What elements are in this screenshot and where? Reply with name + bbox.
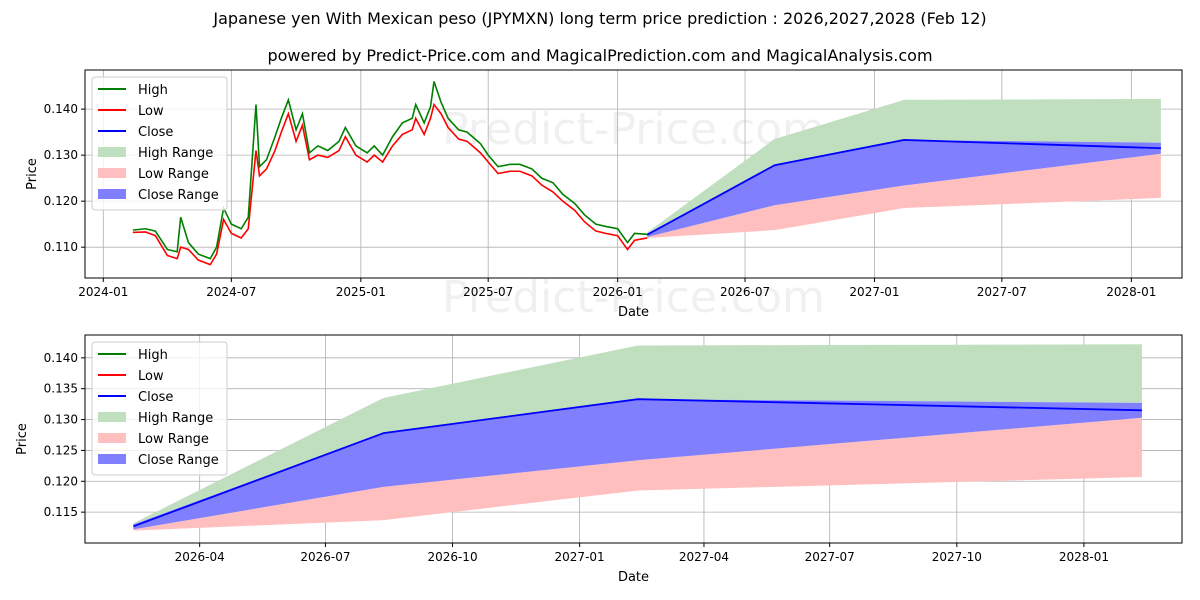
x-tick-label: 2025-07 — [463, 285, 513, 299]
plot-area — [132, 81, 1161, 266]
watermark: Predict-Price.com — [442, 272, 825, 323]
x-tick-label: 2027-01 — [849, 285, 899, 299]
legend-swatch-low-range — [98, 168, 126, 178]
y-tick-label: 0.130 — [44, 413, 78, 427]
low-series-line — [132, 102, 648, 266]
y-tick-label: 0.110 — [44, 240, 78, 254]
chart-title: Japanese yen With Mexican peso (JPYMXN) … — [213, 9, 987, 28]
legend-label: Close — [138, 125, 173, 140]
plot-area — [133, 344, 1142, 531]
x-tick-label: 2028-01 — [1106, 285, 1156, 299]
chart-subtitle: powered by Predict-Price.com and Magical… — [267, 46, 933, 65]
prediction-chart: Predict-Price.com2026-042026-072026-1020… — [15, 334, 1183, 585]
y-tick-label: 0.130 — [44, 148, 78, 162]
x-tick-label: 2028-01 — [1059, 550, 1109, 564]
legend-swatch-close-range — [98, 454, 126, 464]
close-series-line — [133, 398, 1142, 528]
y-tick-label: 0.115 — [44, 505, 78, 519]
y-tick-label: 0.140 — [44, 102, 78, 116]
high-range-band — [133, 344, 1142, 525]
x-tick-label: 2025-01 — [336, 285, 386, 299]
y-tick-label: 0.140 — [44, 351, 78, 365]
x-tick-label: 2027-07 — [805, 550, 855, 564]
legend-label: Close Range — [138, 188, 219, 203]
x-axis-label: Date — [618, 305, 649, 320]
legend: High Low Close High Range Low Range Close Ran… — [91, 341, 228, 476]
legend-label: Close Range — [138, 453, 219, 468]
x-tick-label: 2024-01 — [78, 285, 128, 299]
plot-frame — [84, 69, 1183, 279]
x-tick-label: 2026-07 — [300, 550, 350, 564]
legend-label: High — [138, 348, 168, 363]
legend-label: Low Range — [138, 167, 209, 182]
high-range-band — [647, 98, 1161, 234]
legend-label: Low — [138, 369, 164, 384]
legend-label: High — [138, 83, 168, 98]
legend-label: High Range — [138, 411, 213, 426]
x-tick-label: 2027-04 — [679, 550, 729, 564]
low-range-band — [647, 153, 1161, 238]
close-range-band — [647, 139, 1161, 238]
low-range-band — [133, 417, 1142, 531]
legend-swatch-close-range — [98, 189, 126, 199]
legend-label: Low Range — [138, 432, 209, 447]
legend: High Low Close High Range Low Range Close Ran… — [91, 76, 228, 211]
history-chart: Predict-Price.com Predict-Price.com 2024-0… — [25, 69, 1183, 323]
legend-label: Close — [138, 390, 173, 405]
x-tick-label: 2026-07 — [720, 285, 770, 299]
y-tick-label: 0.135 — [44, 382, 78, 396]
y-axis-label: Price — [25, 158, 40, 190]
close-range-band — [133, 399, 1142, 530]
x-tick-label: 2026-01 — [593, 285, 643, 299]
x-tick-label: 2026-10 — [427, 550, 477, 564]
y-tick-label: 0.120 — [44, 194, 78, 208]
legend-swatch-high-range — [98, 412, 126, 422]
watermark: Predict-Price.com — [442, 104, 825, 155]
x-tick-label: 2026-04 — [175, 550, 225, 564]
legend-swatch-high-range — [98, 147, 126, 157]
legend-label: High Range — [138, 146, 213, 161]
legend-label: Low — [138, 104, 164, 119]
x-tick-label: 2027-10 — [932, 550, 982, 564]
y-axis-label: Price — [15, 423, 30, 455]
y-tick-label: 0.125 — [44, 443, 78, 457]
y-tick-label: 0.120 — [44, 474, 78, 488]
x-tick-label: 2027-01 — [555, 550, 605, 564]
x-tick-label: 2024-07 — [206, 285, 256, 299]
high-series-line — [132, 81, 648, 260]
legend-swatch-low-range — [98, 433, 126, 443]
plot-frame — [84, 334, 1183, 544]
x-tick-label: 2027-07 — [977, 285, 1027, 299]
x-axis-label: Date — [618, 570, 649, 585]
close-series-line — [646, 139, 1161, 236]
